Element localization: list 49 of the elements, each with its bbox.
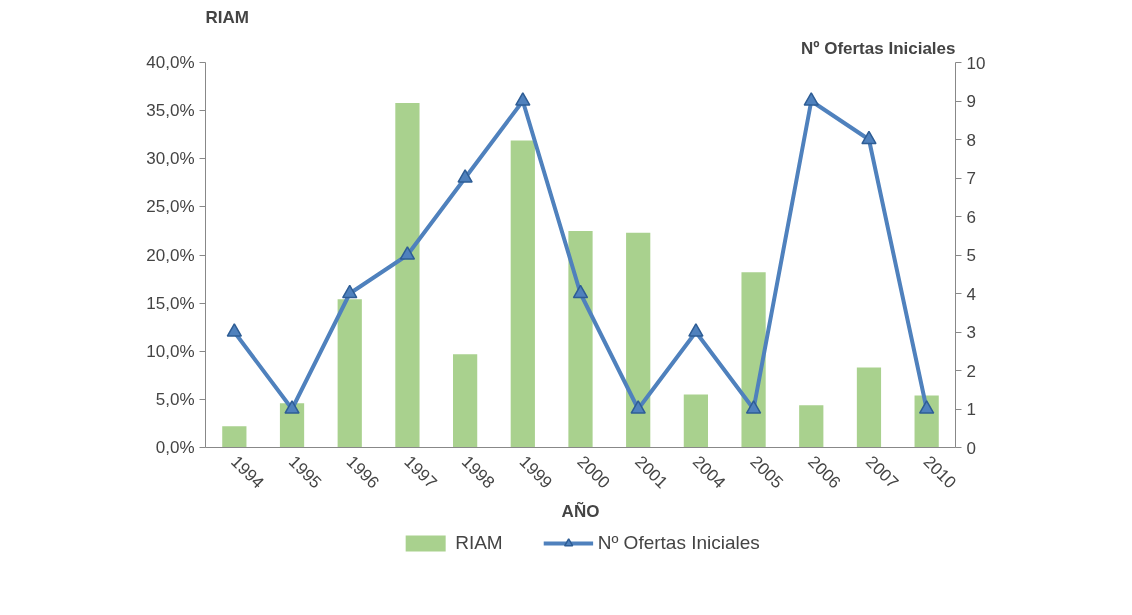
y-tick-label: 20,0% <box>146 245 195 265</box>
bar <box>337 299 362 448</box>
y2-tick-label: 0 <box>966 438 976 458</box>
x-axis-title: AÑO <box>561 500 600 521</box>
y2-tick-label: 3 <box>966 323 976 342</box>
legend-label: RIAM <box>455 532 503 554</box>
point <box>457 169 473 183</box>
bar <box>626 232 651 448</box>
point <box>284 400 300 414</box>
bar <box>568 230 593 448</box>
bar <box>453 354 478 448</box>
y-tick-label: 15,0% <box>146 293 195 313</box>
bar <box>741 272 766 448</box>
y2-tick-label: 8 <box>966 130 976 150</box>
point <box>745 400 762 414</box>
y2-tick-label: 6 <box>966 207 976 227</box>
point <box>399 246 416 260</box>
bar <box>222 426 247 448</box>
legend-label: Nº Ofertas Iniciales <box>597 532 760 554</box>
point <box>630 400 646 414</box>
y2-axis-title: Nº Ofertas Iniciales <box>800 38 956 58</box>
y2-tick-label: 5 <box>966 246 976 265</box>
y2-tick-label: 2 <box>966 361 976 381</box>
point <box>572 284 589 299</box>
bar <box>683 394 708 448</box>
y-tick-label: 30,0% <box>146 149 195 169</box>
point <box>341 284 358 299</box>
y-tick-label: 10,0% <box>146 341 195 361</box>
point <box>861 130 877 145</box>
y-tick-label: 35,0% <box>146 101 195 121</box>
bar <box>395 102 420 448</box>
y2-tick-label: 1 <box>966 400 976 419</box>
y-tick-label: 5,0% <box>155 389 195 409</box>
bar <box>856 367 882 448</box>
y2-tick-label: 9 <box>966 92 976 111</box>
point <box>803 92 820 106</box>
point <box>226 323 243 337</box>
y2-tick-label: 10 <box>966 53 986 73</box>
point <box>688 323 704 337</box>
y2-tick-label: 7 <box>966 169 976 188</box>
y-tick-label: 25,0% <box>146 197 195 217</box>
bar <box>799 405 824 448</box>
bar <box>510 140 535 448</box>
y2-tick-label: 4 <box>966 284 976 304</box>
point <box>918 400 935 414</box>
y-tick-label: 40,0% <box>146 53 195 72</box>
y-axis-title: RIAM <box>205 7 249 27</box>
y-tick-label: 0,0% <box>155 438 195 457</box>
point <box>515 92 531 106</box>
